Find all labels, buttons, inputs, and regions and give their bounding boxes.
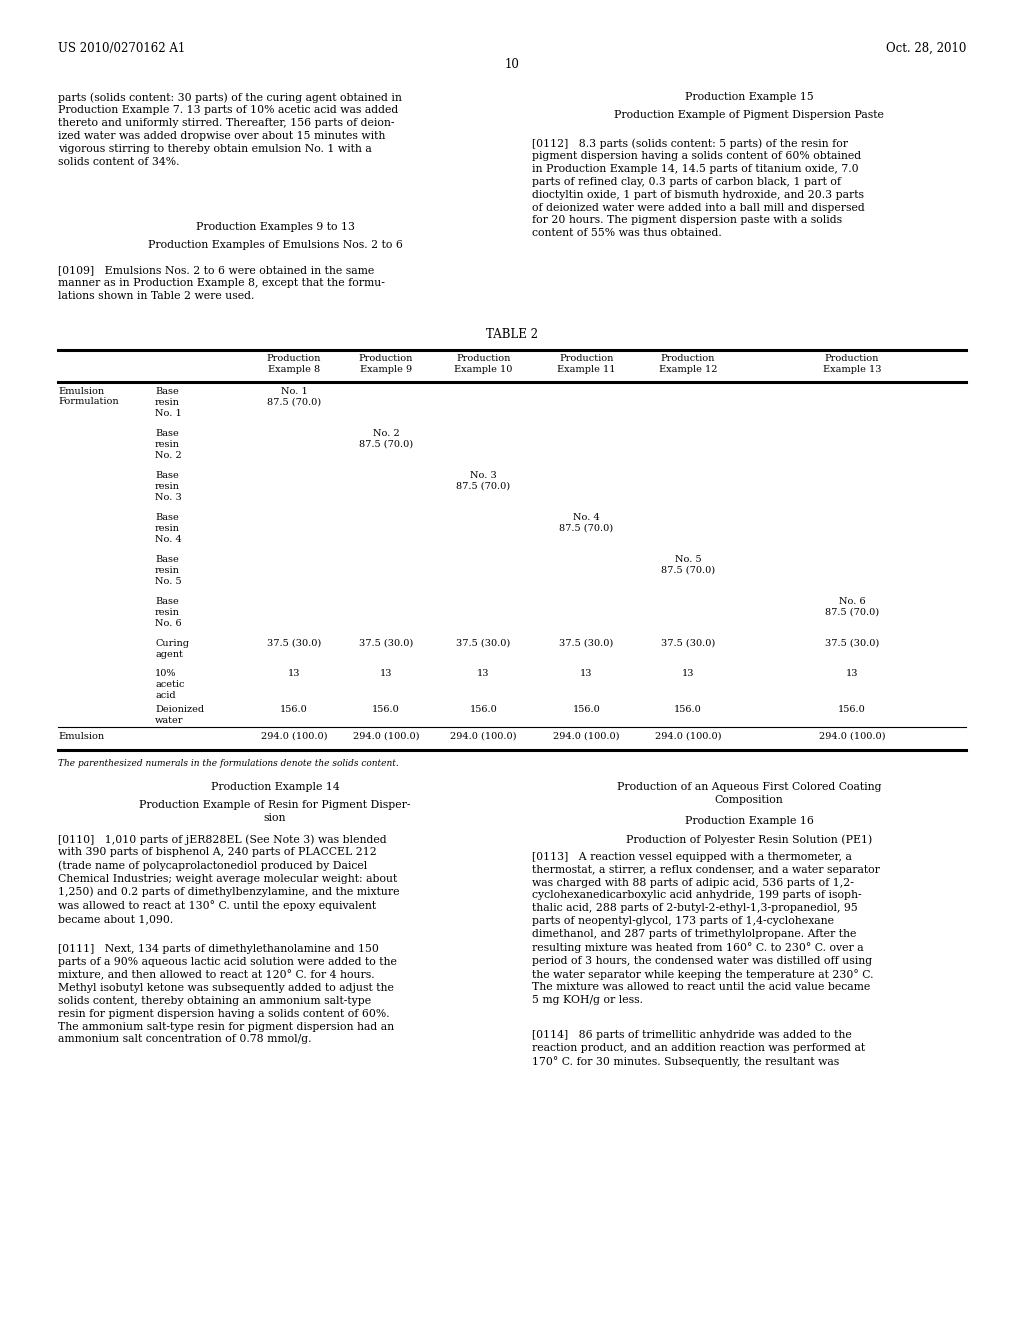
Text: 10%
acetic
acid: 10% acetic acid: [155, 669, 184, 700]
Text: 13: 13: [581, 669, 593, 678]
Text: 37.5 (30.0): 37.5 (30.0): [358, 639, 413, 648]
Text: 156.0: 156.0: [281, 705, 308, 714]
Text: Production Example of Pigment Dispersion Paste: Production Example of Pigment Dispersion…: [614, 110, 884, 120]
Text: No. 1: No. 1: [281, 387, 307, 396]
Text: 87.5 (70.0): 87.5 (70.0): [660, 566, 715, 576]
Text: TABLE 2: TABLE 2: [486, 327, 538, 341]
Text: Base
resin
No. 4: Base resin No. 4: [155, 513, 181, 544]
Text: 294.0 (100.0): 294.0 (100.0): [819, 733, 886, 741]
Text: Base
resin
No. 5: Base resin No. 5: [155, 554, 181, 586]
Text: [0114]   86 parts of trimellitic anhydride was added to the
reaction product, an: [0114] 86 parts of trimellitic anhydride…: [532, 1030, 865, 1067]
Text: [0113]   A reaction vessel equipped with a thermometer, a
thermostat, a stirrer,: [0113] A reaction vessel equipped with a…: [532, 851, 880, 1005]
Text: Production
Example 13: Production Example 13: [822, 354, 882, 374]
Text: Base
resin
No. 1: Base resin No. 1: [155, 387, 181, 417]
Text: 156.0: 156.0: [838, 705, 866, 714]
Text: 294.0 (100.0): 294.0 (100.0): [261, 733, 328, 741]
Text: 37.5 (30.0): 37.5 (30.0): [825, 639, 880, 648]
Text: Production of Polyester Resin Solution (PE1): Production of Polyester Resin Solution (…: [626, 834, 872, 845]
Text: Production Example 16: Production Example 16: [685, 816, 813, 826]
Text: Base
resin
No. 2: Base resin No. 2: [155, 429, 181, 459]
Text: 294.0 (100.0): 294.0 (100.0): [451, 733, 517, 741]
Text: No. 2: No. 2: [373, 429, 399, 438]
Text: [0112]   8.3 parts (solids content: 5 parts) of the resin for
pigment dispersion: [0112] 8.3 parts (solids content: 5 part…: [532, 139, 864, 238]
Text: 156.0: 156.0: [572, 705, 600, 714]
Text: 294.0 (100.0): 294.0 (100.0): [352, 733, 419, 741]
Text: 37.5 (30.0): 37.5 (30.0): [660, 639, 715, 648]
Text: Production Example 15: Production Example 15: [685, 92, 813, 102]
Text: 10: 10: [505, 58, 519, 71]
Text: 13: 13: [682, 669, 694, 678]
Text: Emulsion: Emulsion: [58, 387, 104, 396]
Text: 13: 13: [380, 669, 392, 678]
Text: parts (solids content: 30 parts) of the curing agent obtained in
Production Exam: parts (solids content: 30 parts) of the …: [58, 92, 401, 166]
Text: No. 4: No. 4: [573, 513, 600, 521]
Text: Deionized
water: Deionized water: [155, 705, 204, 725]
Text: Production Example of Resin for Pigment Disper-
sion: Production Example of Resin for Pigment …: [139, 800, 411, 822]
Text: 87.5 (70.0): 87.5 (70.0): [359, 440, 413, 449]
Text: 87.5 (70.0): 87.5 (70.0): [457, 482, 511, 491]
Text: Base
resin
No. 6: Base resin No. 6: [155, 597, 181, 627]
Text: No. 6: No. 6: [839, 597, 865, 606]
Text: 87.5 (70.0): 87.5 (70.0): [825, 609, 879, 616]
Text: 37.5 (30.0): 37.5 (30.0): [457, 639, 511, 648]
Text: 37.5 (30.0): 37.5 (30.0): [559, 639, 613, 648]
Text: 13: 13: [288, 669, 300, 678]
Text: [0110]   1,010 parts of jER828EL (See Note 3) was blended
with 390 parts of bisp: [0110] 1,010 parts of jER828EL (See Note…: [58, 834, 399, 924]
Text: 13: 13: [477, 669, 489, 678]
Text: Formulation: Formulation: [58, 397, 119, 407]
Text: Production
Example 12: Production Example 12: [658, 354, 717, 374]
Text: Production Examples 9 to 13: Production Examples 9 to 13: [196, 222, 354, 232]
Text: 156.0: 156.0: [470, 705, 498, 714]
Text: Base
resin
No. 3: Base resin No. 3: [155, 471, 181, 502]
Text: 87.5 (70.0): 87.5 (70.0): [559, 524, 613, 533]
Text: Production Examples of Emulsions Nos. 2 to 6: Production Examples of Emulsions Nos. 2 …: [147, 240, 402, 249]
Text: Production
Example 10: Production Example 10: [455, 354, 513, 374]
Text: Production Example 14: Production Example 14: [211, 781, 339, 792]
Text: 156.0: 156.0: [674, 705, 701, 714]
Text: Production
Example 11: Production Example 11: [557, 354, 615, 374]
Text: No. 5: No. 5: [675, 554, 701, 564]
Text: Production
Example 8: Production Example 8: [267, 354, 322, 374]
Text: The parenthesized numerals in the formulations denote the solids content.: The parenthesized numerals in the formul…: [58, 759, 398, 768]
Text: 37.5 (30.0): 37.5 (30.0): [267, 639, 322, 648]
Text: US 2010/0270162 A1: US 2010/0270162 A1: [58, 42, 185, 55]
Text: Emulsion: Emulsion: [58, 733, 104, 741]
Text: Production of an Aqueous First Colored Coating
Composition: Production of an Aqueous First Colored C…: [616, 781, 882, 805]
Text: 294.0 (100.0): 294.0 (100.0): [553, 733, 620, 741]
Text: 156.0: 156.0: [372, 705, 400, 714]
Text: 294.0 (100.0): 294.0 (100.0): [654, 733, 721, 741]
Text: Oct. 28, 2010: Oct. 28, 2010: [886, 42, 966, 55]
Text: [0111]   Next, 134 parts of dimethylethanolamine and 150
parts of a 90% aqueous : [0111] Next, 134 parts of dimethylethano…: [58, 944, 397, 1044]
Text: No. 3: No. 3: [470, 471, 497, 480]
Text: 13: 13: [846, 669, 858, 678]
Text: 87.5 (70.0): 87.5 (70.0): [267, 399, 322, 407]
Text: Production
Example 9: Production Example 9: [358, 354, 414, 374]
Text: [0109]   Emulsions Nos. 2 to 6 were obtained in the same
manner as in Production: [0109] Emulsions Nos. 2 to 6 were obtain…: [58, 265, 385, 301]
Text: Curing
agent: Curing agent: [155, 639, 189, 659]
